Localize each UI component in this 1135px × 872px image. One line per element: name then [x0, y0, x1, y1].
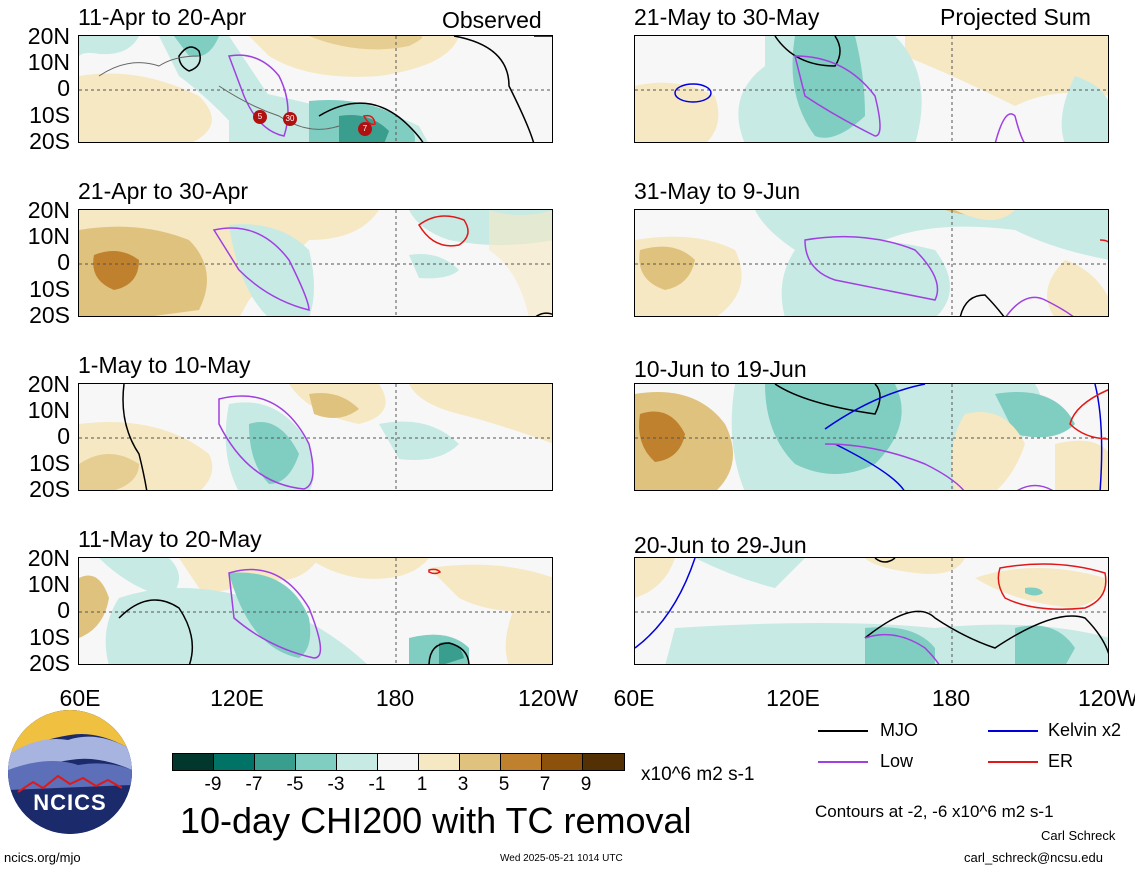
lat-label: 20S: [29, 650, 70, 676]
map-panel-p3: [78, 209, 553, 317]
colorbar-tick: -5: [286, 774, 304, 795]
lat-label: 20N: [27, 545, 70, 571]
contour-note: Contours at -2, -6 x10^6 m2 s-1: [815, 802, 1054, 821]
panel-title-p2: 21-May to 30-May: [634, 4, 820, 30]
lat-label: 10S: [29, 102, 70, 128]
colorbar-tick: 3: [457, 774, 469, 795]
lat-label: 10N: [27, 223, 70, 249]
lat-label: 10S: [29, 624, 70, 650]
lat-label: 0: [57, 423, 70, 449]
colorbar-box: [582, 753, 625, 771]
lon-label: 120W: [517, 685, 579, 711]
lon-label: 180: [375, 685, 415, 711]
lon-label: 180: [931, 685, 971, 711]
colorbar-tick: -9: [204, 774, 222, 795]
colorbar: [172, 753, 625, 771]
colorbar-units: x10^6 m2 s-1: [641, 764, 755, 785]
lat-label: 20N: [27, 371, 70, 397]
lat-label: 10N: [27, 397, 70, 423]
lat-label: 10S: [29, 276, 70, 302]
lat-label: 10N: [27, 49, 70, 75]
panel-title-p7: 11-May to 20-May: [78, 526, 262, 552]
lat-label: 20S: [29, 128, 70, 154]
colorbar-tick: 9: [580, 774, 592, 795]
lon-label: 120W: [1077, 685, 1135, 711]
tc-marker-label: 7: [362, 124, 368, 133]
legend-swatch-mjo: [818, 730, 868, 732]
map-panel-p8: [634, 557, 1109, 665]
map-panel-p4: [634, 209, 1109, 317]
colorbar-tick: -1: [368, 774, 386, 795]
legend-swatch-low: [818, 761, 868, 763]
legend-label-kelvin: Kelvin x2: [1048, 720, 1122, 740]
colorbar-box: [254, 753, 296, 771]
legend-label-er: ER: [1048, 751, 1074, 771]
legend-swatch-er: [988, 761, 1038, 763]
map-panel-p1: 5 30 7: [78, 35, 553, 143]
lat-label: 20N: [27, 197, 70, 223]
lon-label: 120E: [766, 685, 820, 711]
colorbar-box: [500, 753, 542, 771]
colorbar-tick: 7: [539, 774, 551, 795]
map-panel-p2: [634, 35, 1109, 143]
colorbar-tick: -3: [327, 774, 345, 795]
ncics-logo: NCICS: [8, 710, 132, 834]
tc-marker-label: 30: [285, 114, 295, 123]
panel-label-observed: Observed: [442, 7, 542, 33]
lat-label: 20S: [29, 476, 70, 502]
colorbar-ticks: -9 -7 -5 -3 -1 1 3 5 7 9: [172, 774, 625, 796]
panel-title-p5: 1-May to 10-May: [78, 352, 251, 378]
footer-author: Carl Schreck: [1041, 828, 1116, 843]
map-panel-p6: [634, 383, 1109, 491]
tc-marker: 7: [358, 122, 372, 136]
legend-label-mjo: MJO: [880, 720, 918, 740]
panel-title-p1: 11-Apr to 20-Apr: [78, 4, 247, 30]
lat-label: 0: [57, 597, 70, 623]
tc-marker: 5: [253, 110, 267, 124]
colorbar-box: [459, 753, 501, 771]
colorbar-box: [418, 753, 460, 771]
lat-label: 0: [57, 249, 70, 275]
map-panel-p5: [78, 383, 553, 491]
panel-title-p4: 31-May to 9-Jun: [634, 178, 801, 204]
lat-label: 0: [57, 75, 70, 101]
panel-title-p6: 10-Jun to 19-Jun: [634, 356, 807, 382]
colorbar-box: [295, 753, 337, 771]
tc-marker: 30: [283, 112, 297, 126]
colorbar-box: [213, 753, 255, 771]
legend-label-low: Low: [880, 751, 914, 771]
tc-marker-label: 5: [257, 112, 263, 121]
logo-graphic: [8, 710, 132, 834]
colorbar-box: [172, 753, 214, 771]
colorbar-box: [377, 753, 419, 771]
colorbar-tick: -7: [245, 774, 263, 795]
panel-title-p8: 20-Jun to 29-Jun: [634, 532, 807, 558]
colorbar-box: [336, 753, 378, 771]
colorbar-tick: 5: [498, 774, 510, 795]
lat-label: 20S: [29, 302, 70, 328]
figure-title: 10-day CHI200 with TC removal: [180, 800, 692, 841]
panel-title-p3: 21-Apr to 30-Apr: [78, 178, 249, 204]
colorbar-tick: 1: [416, 774, 428, 795]
map-panel-p7: [78, 557, 553, 665]
lat-label: 20N: [27, 23, 70, 49]
footer-timestamp: Wed 2025-05-21 1014 UTC: [500, 853, 623, 864]
lat-label: 10N: [27, 571, 70, 597]
lon-label: 120E: [210, 685, 264, 711]
logo-text: NCICS: [33, 790, 107, 815]
footer-email[interactable]: carl_schreck@ncsu.edu: [964, 850, 1103, 865]
lon-label: 60E: [613, 685, 655, 711]
lon-label: 60E: [59, 685, 101, 711]
lat-label: 10S: [29, 450, 70, 476]
footer-url[interactable]: ncics.org/mjo: [4, 850, 81, 865]
panel-label-projected: Projected Sum: [940, 4, 1091, 30]
colorbar-box: [541, 753, 583, 771]
legend-swatch-kelvin: [988, 730, 1038, 732]
